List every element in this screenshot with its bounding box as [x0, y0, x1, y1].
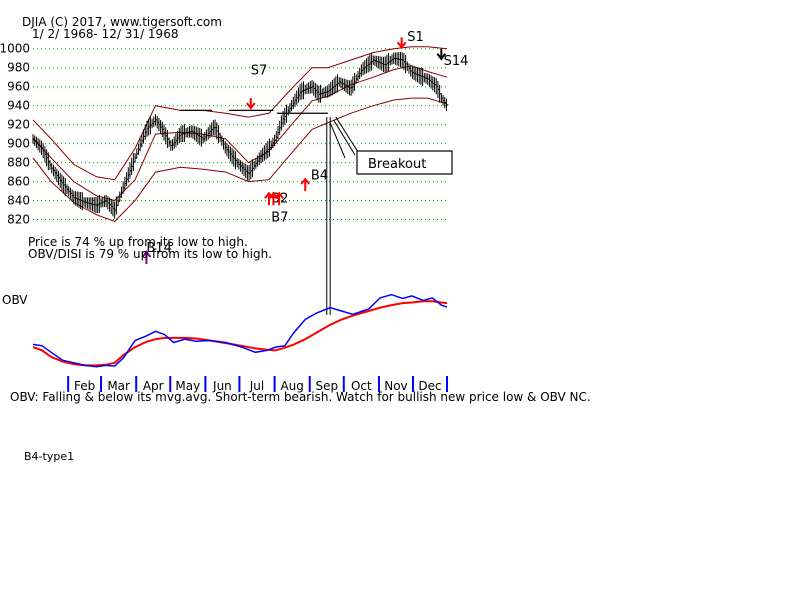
breakout-pointer — [333, 119, 356, 156]
month-label-may: May — [175, 379, 200, 393]
sell-arrow-s14 — [436, 53, 447, 61]
footer-label: B4-type1 — [24, 450, 75, 463]
signal-b7: B7 — [271, 210, 288, 225]
buy-arrow-b2 — [274, 191, 284, 199]
obv-stat: OBV/DISI is 79 % up from its low to high… — [28, 247, 272, 261]
month-label-jun: Jun — [212, 379, 232, 393]
month-label-dec: Dec — [418, 379, 441, 393]
month-label-apr: Apr — [143, 379, 164, 393]
buy-arrow-b14 — [141, 250, 152, 258]
signal-b4: B4 — [311, 169, 328, 184]
month-label-oct: Oct — [351, 379, 372, 393]
obv-comment: OBV: Falling & below its mvg.avg. Short-… — [10, 390, 591, 404]
y-tick-1000: 1000 — [0, 42, 30, 56]
chart-subtitle: 1/ 2/ 1968- 12/ 31/ 1968 — [32, 27, 178, 41]
obv-line — [32, 293, 448, 368]
signal-b14: B14 — [146, 241, 171, 256]
breakout-pointer — [329, 122, 346, 159]
month-label-feb: Feb — [74, 379, 95, 393]
breakout-pointer — [335, 116, 359, 153]
grid-lines — [33, 48, 447, 221]
y-tick-960: 960 — [7, 80, 30, 94]
chart-title: DJIA (C) 2017, www.tigersoft.com — [22, 15, 222, 29]
obv-ma-line — [32, 300, 448, 367]
band-middle-line — [32, 65, 448, 202]
y-tick-940: 940 — [7, 99, 30, 113]
signal-annotations: S1S14S7B4B2B7B14 — [141, 30, 469, 264]
sell-arrow-s7 — [245, 102, 256, 110]
signal-s1: S1 — [407, 30, 424, 45]
month-axis: Feb Mar Apr May Jun Jul Aug Sep Oct Nov Dec — [67, 376, 448, 393]
buy-arrow-b4 — [300, 177, 311, 185]
band-upper-line — [32, 46, 448, 181]
obv-panel — [32, 293, 448, 368]
month-label-mar: Mar — [107, 379, 130, 393]
breakout-callout: Breakout — [356, 150, 453, 175]
month-label-sep: Sep — [315, 379, 338, 393]
signal-s14: S14 — [444, 54, 469, 69]
month-label-nov: Nov — [384, 379, 407, 393]
y-tick-900: 900 — [7, 137, 30, 151]
breakout-label: Breakout — [368, 157, 426, 172]
price-stat: Price is 74 % up from its low to high. — [28, 235, 248, 249]
y-tick-840: 840 — [7, 194, 30, 208]
price-bars — [32, 51, 449, 219]
signal-s7: S7 — [251, 63, 268, 78]
y-tick-880: 880 — [7, 156, 30, 170]
sell-arrow-s1 — [396, 41, 407, 49]
y-tick-820: 820 — [7, 213, 30, 227]
month-label-jul: Jul — [249, 379, 264, 393]
band-lower-line — [32, 97, 448, 222]
y-tick-860: 860 — [7, 175, 30, 189]
price-extra-lines — [180, 109, 359, 315]
obv-label: OBV — [2, 293, 28, 307]
month-label-aug: Aug — [280, 379, 303, 393]
y-tick-920: 920 — [7, 118, 30, 132]
price-bands — [32, 46, 448, 222]
y-axis-ticks: 1000 980 960 940 920 900 880 860 840 820 — [0, 42, 30, 227]
y-tick-980: 980 — [7, 61, 30, 75]
